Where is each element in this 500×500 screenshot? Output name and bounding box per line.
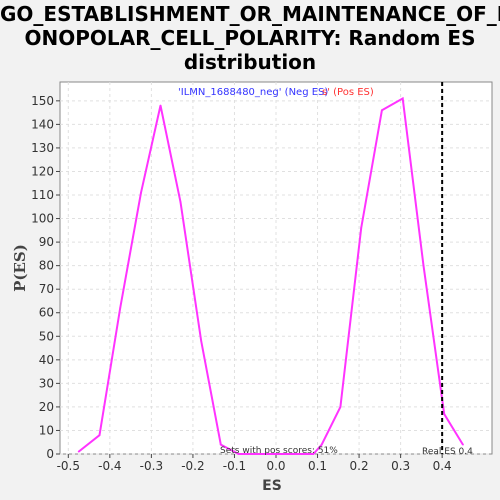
x-tick-label: 0.0	[266, 459, 285, 473]
data-point	[160, 105, 162, 107]
y-tick-label: 110	[31, 188, 54, 202]
y-tick-label: 10	[39, 423, 54, 437]
y-tick-label: 120	[31, 164, 54, 178]
x-tick-label: 0.1	[308, 459, 327, 473]
data-point	[402, 98, 404, 100]
data-point	[119, 307, 121, 309]
data-point	[180, 201, 182, 203]
data-point	[462, 444, 464, 446]
data-point	[339, 406, 341, 408]
data-point	[423, 265, 425, 267]
x-tick-label: -0.5	[57, 459, 80, 473]
y-tick-label: 40	[39, 353, 54, 367]
x-tick-label: 0.3	[391, 459, 410, 473]
x-axis: -0.5 -0.4 -0.3 -0.2 -0.1 0.0 0.1 0.2 0.3 0.4	[57, 454, 452, 473]
y-axis: 0 10 20 30 40 50 60 70 80 90 100 110 120 130 140 150	[31, 94, 60, 461]
y-tick-label: 100	[31, 212, 54, 226]
x-tick-label: -0.3	[140, 459, 163, 473]
pos-scores-annotation: Sets with pos scores: 51%	[220, 446, 338, 456]
y-tick-label: 80	[39, 259, 54, 273]
legend-pos-label: s' (Pos ES)	[322, 87, 374, 98]
y-tick-label: 60	[39, 306, 54, 320]
y-tick-label: 30	[39, 376, 54, 390]
y-tick-label: 140	[31, 117, 54, 131]
x-tick-label: -0.1	[223, 459, 246, 473]
y-tick-label: 130	[31, 141, 54, 155]
y-axis-label: P(ES)	[11, 244, 29, 292]
x-tick-label: 0.4	[433, 459, 452, 473]
y-tick-label: 0	[46, 447, 54, 461]
data-point	[200, 340, 202, 342]
y-tick-label: 150	[31, 94, 54, 108]
y-tick-label: 90	[39, 235, 54, 249]
x-tick-label: 0.2	[350, 459, 369, 473]
data-point	[78, 451, 80, 453]
data-point	[360, 227, 362, 229]
x-axis-label: ES	[262, 478, 282, 494]
data-point	[140, 192, 142, 194]
y-tick-label: 50	[39, 329, 54, 343]
x-tick-label: -0.4	[98, 459, 121, 473]
data-point	[99, 434, 101, 436]
x-tick-label: -0.2	[181, 459, 204, 473]
y-tick-label: 20	[39, 400, 54, 414]
y-tick-label: 70	[39, 282, 54, 296]
data-point	[443, 413, 445, 415]
real-es-label: Real ES 0.4	[422, 447, 473, 457]
legend-neg-label: 'ILMN_1688480_neg' (Neg ES)	[178, 87, 328, 98]
data-point	[381, 109, 383, 111]
